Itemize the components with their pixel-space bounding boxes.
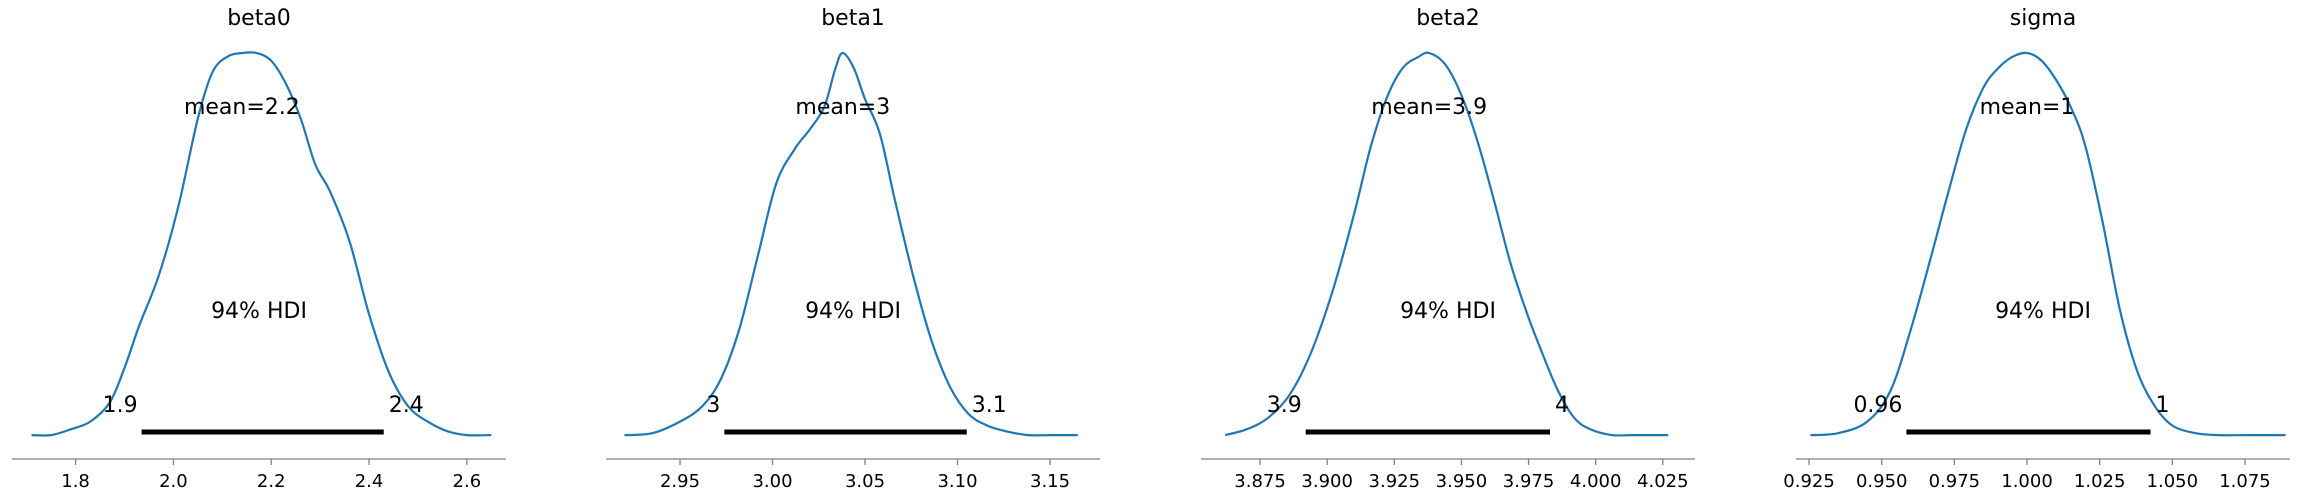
x-tick-label: 3.10 [937,471,977,492]
x-tick-label: 2.2 [257,471,286,492]
x-tick-label: 0.950 [1856,471,1908,492]
density-curve [1810,51,2286,437]
x-tick-label: 3.00 [752,471,792,492]
density-curve [624,51,1078,437]
x-tick-label: 1.000 [2001,471,2053,492]
hdi-low-label: 3.9 [1267,393,1302,418]
x-tick-label: 0.975 [1929,471,1981,492]
panel-title: beta0 [227,6,291,31]
panel-title: beta2 [1416,6,1480,31]
hdi-low-label: 3 [706,393,720,418]
hdi-label: 94% HDI [1995,299,2091,324]
x-tick-label: 2.6 [453,471,482,492]
panel-beta0: beta0 mean=2.2 94% HDI 1.9 2.4 1.8 2.0 2.2 2.4 2.… [12,6,506,492]
x-tick-label: 4.025 [1637,471,1689,492]
x-tick-label: 3.975 [1503,471,1555,492]
x-tick-label: 0.925 [1783,471,1835,492]
density-curve [1224,51,1669,437]
panel-sigma: sigma mean=1 94% HDI 0.96 1 0.925 0.950 0.975 1.… [1783,6,2290,492]
x-tick-label: 1.025 [2074,471,2126,492]
panel-title: beta1 [821,6,885,31]
x-tick-label: 2.95 [660,471,700,492]
x-tick-label: 3.15 [1030,471,1070,492]
hdi-label: 94% HDI [805,299,901,324]
hdi-label: 94% HDI [1400,299,1496,324]
x-tick-label: 3.900 [1301,471,1353,492]
hdi-high-label: 3.1 [972,393,1007,418]
x-tick-label: 2.4 [355,471,384,492]
hdi-high-label: 2.4 [389,393,424,418]
x-tick-label: 4.000 [1570,471,1622,492]
x-tick-label: 2.0 [159,471,188,492]
x-tick-label: 1.8 [61,471,90,492]
x-tick-label: 3.950 [1436,471,1488,492]
mean-label: mean=1 [1980,95,2075,120]
mean-label: mean=3.9 [1371,95,1487,120]
hdi-high-label: 4 [1555,393,1569,418]
mean-label: mean=2.2 [184,95,300,120]
x-tick-label: 3.925 [1369,471,1421,492]
hdi-low-label: 0.96 [1853,393,1902,418]
x-tick-label: 1.075 [2219,471,2271,492]
hdi-low-label: 1.9 [103,393,138,418]
hdi-label: 94% HDI [211,299,307,324]
hdi-high-label: 1 [2156,393,2170,418]
x-tick-label: 3.05 [845,471,885,492]
density-curve [31,51,492,437]
panel-beta1: beta1 mean=3 94% HDI 3 3.1 2.95 3.00 3.05 3.10 3.… [606,6,1100,492]
panel-beta2: beta2 mean=3.9 94% HDI 3.9 4 3.875 3.900 3.925 3… [1201,6,1695,492]
x-tick-label: 3.875 [1234,471,1286,492]
x-tick-label: 1.050 [2147,471,2199,492]
mean-label: mean=3 [795,95,890,120]
panel-title: sigma [2010,6,2076,31]
